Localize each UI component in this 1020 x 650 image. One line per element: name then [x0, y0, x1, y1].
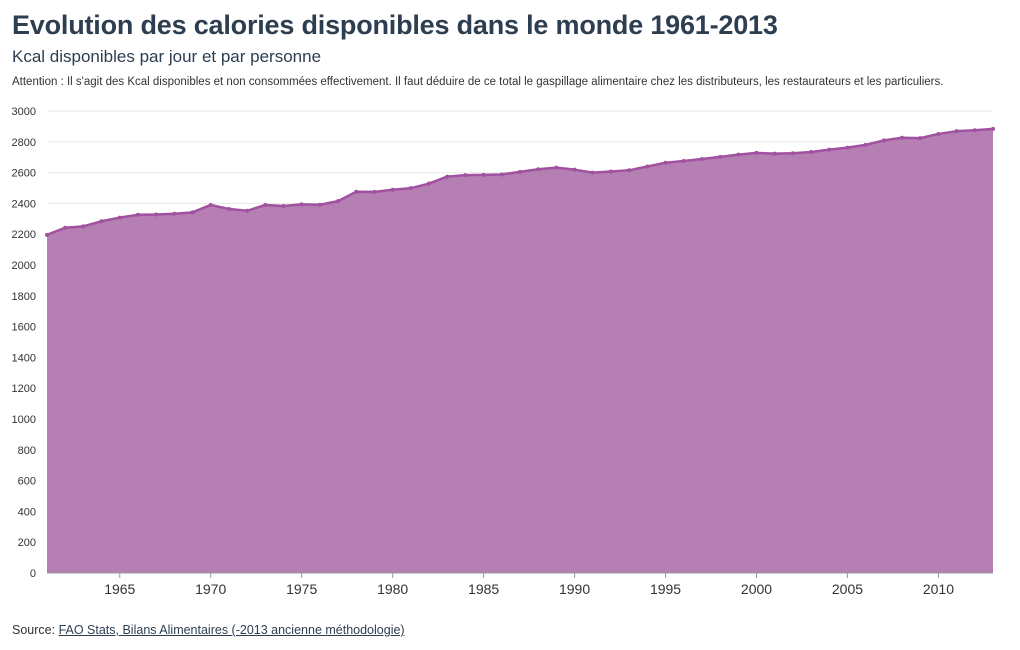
data-point [608, 169, 613, 174]
data-point [499, 172, 504, 177]
data-point [699, 157, 704, 162]
data-point [245, 208, 250, 213]
y-tick-label: 2200 [12, 229, 36, 241]
y-tick-label: 2400 [12, 198, 36, 210]
y-tick-label: 1200 [12, 383, 36, 395]
y-tick-label: 2600 [12, 168, 36, 180]
data-point [645, 164, 650, 169]
x-tick-label: 1975 [286, 581, 317, 597]
data-point [809, 149, 814, 154]
data-point [172, 211, 177, 216]
x-tick-label: 1985 [468, 581, 499, 597]
data-point [536, 167, 541, 172]
data-point [572, 167, 577, 172]
data-point [190, 210, 195, 215]
data-point [99, 219, 104, 224]
data-point [299, 202, 304, 207]
data-point [881, 138, 886, 143]
x-tick-label: 1995 [650, 581, 681, 597]
data-point [736, 152, 741, 157]
x-tick-label: 1965 [104, 581, 135, 597]
y-tick-label: 2800 [12, 137, 36, 149]
y-tick-label: 400 [18, 506, 36, 518]
area-chart: 0 200 400 600 800 1000 1200 1400 1600 1800 2000 220… [12, 106, 995, 597]
data-point [154, 212, 159, 217]
data-point [954, 129, 959, 134]
y-tick-label: 1000 [12, 414, 36, 426]
data-point [208, 202, 213, 207]
data-point [117, 215, 122, 220]
x-tick-label: 2005 [832, 581, 863, 597]
data-point [900, 135, 905, 140]
data-point [790, 151, 795, 156]
y-tick-label: 600 [18, 476, 36, 488]
data-point [972, 128, 977, 133]
data-point [936, 131, 941, 136]
source-link[interactable]: FAO Stats, Bilans Alimentaires (-2013 an… [58, 623, 405, 637]
chart-note: Attention : Il s'agit des Kcal disponibl… [12, 76, 944, 88]
data-point [427, 181, 432, 186]
data-point [681, 159, 686, 164]
data-point [354, 189, 359, 194]
data-point [627, 168, 632, 173]
data-point [554, 165, 559, 170]
data-point [63, 225, 68, 230]
y-tick-label: 200 [18, 537, 36, 549]
data-point [827, 147, 832, 152]
chart-title: Evolution des calories disponibles dans … [12, 10, 778, 40]
y-tick-label: 1800 [12, 291, 36, 303]
data-point [772, 151, 777, 156]
data-point [663, 160, 668, 165]
data-point [463, 173, 468, 178]
data-point [918, 136, 923, 141]
data-point [336, 199, 341, 204]
data-point [263, 202, 268, 207]
data-point [372, 189, 377, 194]
y-tick-label: 1600 [12, 322, 36, 334]
data-point [317, 202, 322, 207]
x-tick-label: 1990 [559, 581, 590, 597]
chart-subtitle: Kcal disponibles par jour et par personn… [12, 47, 322, 66]
y-tick-label: 3000 [12, 106, 36, 118]
y-tick-label: 2000 [12, 260, 36, 272]
data-point [135, 212, 140, 217]
data-point [754, 150, 759, 155]
data-point [590, 170, 595, 175]
x-tick-label: 1980 [377, 581, 408, 597]
data-point [226, 206, 231, 211]
source-prefix: Source: [12, 623, 59, 637]
data-point [390, 187, 395, 192]
y-tick-label: 800 [18, 445, 36, 457]
data-point [281, 204, 286, 209]
area-series [47, 128, 993, 573]
data-point [481, 172, 486, 177]
source-footer: Source: FAO Stats, Bilans Alimentaires (… [12, 623, 405, 637]
x-tick-label: 2010 [923, 581, 954, 597]
x-tick-label: 1970 [195, 581, 226, 597]
data-point [718, 154, 723, 159]
y-tick-label: 1400 [12, 352, 36, 364]
data-point [863, 142, 868, 147]
y-tick-label: 0 [30, 568, 36, 580]
data-point [845, 145, 850, 150]
data-point [518, 169, 522, 174]
data-point [45, 232, 49, 237]
x-tick-label: 2000 [741, 581, 772, 597]
data-point [991, 126, 995, 131]
data-point [445, 174, 450, 179]
data-point [408, 186, 413, 191]
data-point [81, 224, 86, 229]
